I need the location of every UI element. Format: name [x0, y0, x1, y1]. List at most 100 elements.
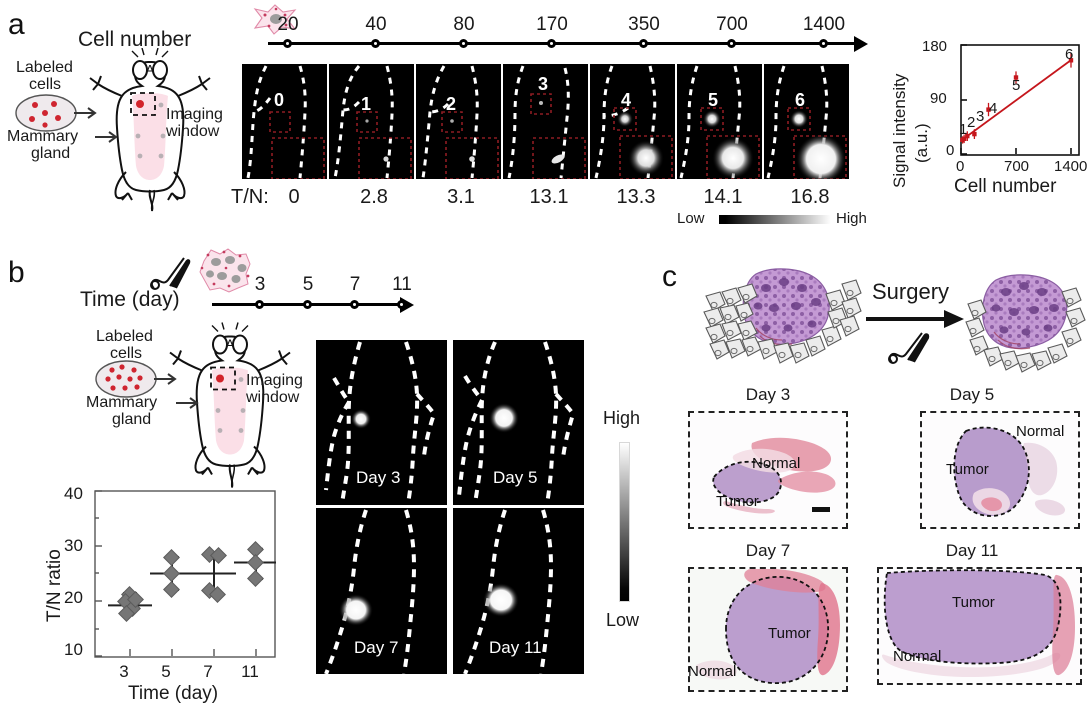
labeled-cells-label-b-line2: cells	[110, 345, 143, 362]
panel-a-chart-plot	[960, 44, 1080, 156]
mouse-schematic-a: A	[89, 48, 211, 212]
timeline-node-a-4[interactable]	[639, 39, 648, 48]
tn-value-3: 13.1	[529, 186, 569, 208]
histology-normal-text-day3: Normal	[752, 455, 801, 472]
timeline-node-a-2[interactable]	[459, 39, 468, 48]
scissors-icon-c	[888, 332, 930, 364]
histology-normal-text-day5: Normal	[1016, 423, 1065, 440]
panel-a-frame-0[interactable]: 0	[242, 64, 327, 179]
histology-image-day3[interactable]	[688, 411, 848, 529]
panel-b-image-day5[interactable]: Day 5	[453, 340, 584, 505]
mammary-gland-label-b-line2: gland	[112, 411, 152, 428]
panel-a-chart-xlabel: Cell number	[954, 176, 1057, 197]
panel-a-point-label-2: 2	[967, 114, 976, 131]
histology-tumor-text-day7: Tumor	[768, 625, 811, 642]
panel-a-point-label-4: 4	[989, 100, 998, 117]
imaging-window-label-b-line1: Imaging	[246, 372, 303, 389]
mammary-gland-pointer-b	[176, 397, 199, 409]
tn-row-label: T/N:	[231, 186, 269, 208]
panel-b-xtick-7: 7	[203, 662, 213, 681]
mammary-gland-label-a-line1: Mammary	[7, 128, 79, 145]
histology-caption-day11: Day 11	[945, 541, 999, 560]
timeline-value-b-0: 3	[254, 274, 266, 295]
surgery-arrow-icon	[866, 310, 964, 328]
panel-b-image-day11[interactable]: Day 11	[453, 508, 584, 674]
panel-a-letter: a	[8, 8, 25, 41]
imaging-window-label-a-line2: window	[166, 123, 220, 140]
frame-index-a-0: 0	[274, 90, 285, 110]
frame-index-a-6: 6	[795, 90, 806, 110]
frame-index-a-2: 2	[446, 94, 457, 114]
panel-b-image-day3[interactable]: Day 3	[316, 340, 447, 505]
timeline-value-b-1: 5	[302, 274, 314, 295]
tn-value-4: 13.3	[616, 186, 656, 208]
timeline-node-b-2[interactable]	[350, 300, 359, 309]
timeline-node-a-0[interactable]	[283, 39, 292, 48]
mouse-schematic-b: A	[169, 322, 291, 488]
panel-a-frame-5[interactable]: 5	[677, 64, 762, 179]
surgery-arrow-label: Surgery	[872, 279, 950, 304]
panel-a-ytick-90: 90	[930, 90, 947, 107]
timeline-value-a-0: 20	[277, 14, 299, 35]
labeled-cells-callout-a	[15, 94, 77, 132]
panel-a-frame-6[interactable]: 6	[764, 64, 849, 179]
panel-a-frame-2[interactable]: 2	[416, 64, 501, 179]
panel-b-xtick-11: 11	[241, 662, 259, 681]
timeline-node-a-1[interactable]	[371, 39, 380, 48]
scissors-icon-b	[150, 257, 191, 290]
tn-value-5: 14.1	[703, 186, 743, 208]
panel-b-chart-plot	[94, 490, 276, 658]
panel-a-timeline-label: Cell number	[78, 28, 192, 51]
labeled-cells-label-a-line1: Labeled	[16, 59, 73, 76]
colorbar-b-low-label: Low	[606, 610, 640, 630]
frame-index-a-4: 4	[621, 90, 632, 110]
timeline-value-b-2: 7	[349, 274, 361, 295]
panel-a-chart-ylabel-line2: (a.u.)	[912, 123, 931, 163]
panel-b-ytick-20: 20	[64, 588, 83, 607]
histology-caption-day3: Day 3	[745, 385, 791, 404]
tn-value-6: 16.8	[790, 186, 830, 208]
panel-b-ytick-40: 40	[64, 484, 83, 503]
tissue-before-surgery-diagram	[703, 268, 862, 364]
timeline-node-a-6[interactable]	[819, 39, 828, 48]
panel-c-letter: c	[662, 260, 677, 293]
panel-a-point-label-1: 1	[959, 121, 968, 138]
labeled-cells-label-b-line1: Labeled	[96, 328, 153, 345]
mammary-gland-label-a-line2: gland	[31, 145, 71, 162]
timeline-value-a-1: 40	[365, 14, 387, 35]
panel-b-xtick-5: 5	[161, 662, 171, 681]
timeline-value-a-5: 700	[716, 14, 748, 35]
panel-b-caption-day5: Day 5	[493, 468, 538, 487]
timeline-node-a-5[interactable]	[727, 39, 736, 48]
timeline-node-b-1[interactable]	[303, 300, 312, 309]
panel-a-chart: Signal intensity (a.u.) 180 90 0	[876, 38, 1088, 198]
timeline-value-a-4: 350	[628, 14, 660, 35]
panel-b-chart-ylabel: T/N ratio	[44, 549, 65, 622]
histology-image-day11[interactable]	[877, 567, 1082, 685]
timeline-node-a-3[interactable]	[547, 39, 556, 48]
panel-b-chart-xlabel: Time (day)	[128, 683, 219, 704]
panel-b-caption-day7: Day 7	[354, 638, 399, 657]
timeline-node-b-3[interactable]	[397, 300, 406, 309]
panel-a-xtick-1400: 1400	[1054, 158, 1088, 175]
labeled-cells-pointer-b	[154, 373, 177, 385]
imaging-window-label-a-line1: Imaging	[166, 106, 223, 123]
panel-a-timeline-arrowhead	[854, 35, 868, 52]
timeline-node-b-0[interactable]	[255, 300, 264, 309]
histology-image-day5[interactable]	[920, 411, 1080, 529]
panel-a-xtick-700: 700	[1004, 158, 1030, 175]
panel-a-frame-3[interactable]: 3	[503, 64, 588, 179]
histology-image-day7[interactable]	[688, 567, 848, 692]
panel-b-caption-day3: Day 3	[356, 468, 401, 487]
histology-normal-text-day7: Normal	[688, 663, 737, 680]
panel-b-image-day7[interactable]: Day 7	[316, 508, 447, 674]
colorbar-a-low-label: Low	[677, 210, 705, 227]
histology-normal-text-day11: Normal	[893, 648, 942, 665]
panel-a-frame-4[interactable]: 4	[590, 64, 675, 179]
panel-b-timeline-label: Time (day)	[80, 288, 180, 311]
mammary-gland-label-b-line1: Mammary	[86, 394, 158, 411]
histology-caption-day7: Day 7	[745, 541, 791, 560]
panel-a-xtick-0: 0	[956, 158, 965, 175]
panel-a-frame-1[interactable]: 1	[329, 64, 414, 179]
histology-tumor-text-day11: Tumor	[952, 594, 995, 611]
